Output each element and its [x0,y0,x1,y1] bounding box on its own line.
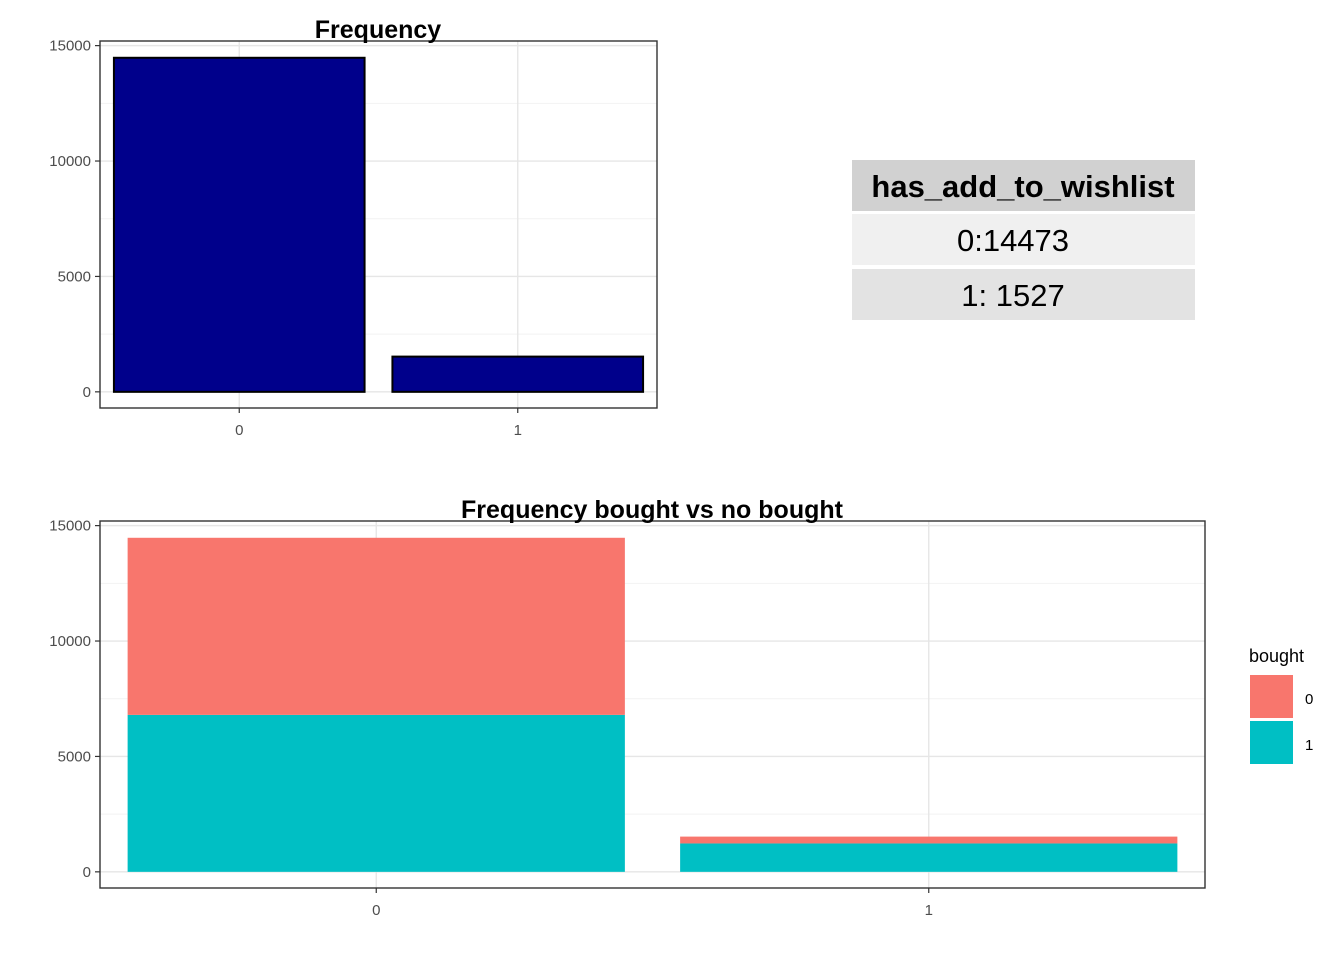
summary-table-row-1-bg [852,269,1195,320]
summary-table-row-1: 1: 1527 [961,278,1064,313]
x-tick-label: 1 [925,902,933,919]
legend-swatch-1 [1250,721,1293,764]
bought-bars [127,537,1178,872]
bar-1-bought-1 [680,843,1178,872]
frequency-title: Frequency [315,16,442,44]
legend-label-0: 0 [1305,691,1313,708]
summary-table-header-bg [852,160,1195,211]
bar-0 [112,56,366,393]
legend-title: bought [1249,646,1304,666]
y-tick-label: 5000 [58,268,91,285]
y-tick-label: 10000 [49,153,91,170]
bought-chart: 0 5000 10000 15000 0 1 Frequency bought vs no… [49,496,1206,919]
x-tick-label: 1 [514,422,522,439]
x-tick-label: 0 [372,902,380,919]
frequency-chart: 0 5000 10000 15000 0 1 Frequency [49,16,658,439]
bar-0-bought-1 [127,714,625,872]
legend-swatch-0 [1250,675,1293,718]
summary-table-row-0-bg [852,214,1195,265]
bought-axis-ticks: 0 5000 10000 15000 0 1 [49,518,933,919]
y-tick-label: 0 [83,864,91,881]
legend-label-1: 1 [1305,737,1313,754]
bought-legend: bought 0 1 [1249,646,1313,764]
summary-table: has_add_to_wishlist 0:14473 1: 1527 [852,160,1195,320]
y-tick-label: 15000 [49,38,91,55]
y-tick-label: 10000 [49,633,91,650]
frequency-axis-ticks: 0 5000 10000 15000 0 1 [49,38,522,439]
bought-plot-border [99,520,1206,889]
frequency-bars [112,56,645,393]
bar-1 [391,355,645,393]
bought-title: Frequency bought vs no bought [461,496,844,524]
bar-0-bought-0 [127,537,625,715]
summary-table-row-0: 0:14473 [957,223,1069,258]
bar-1-bought-0 [680,836,1178,844]
y-tick-label: 0 [83,384,91,401]
summary-table-header: has_add_to_wishlist [871,169,1174,204]
x-tick-label: 0 [235,422,243,439]
frequency-plot-border [99,40,658,409]
y-tick-label: 15000 [49,518,91,535]
y-tick-label: 5000 [58,748,91,765]
